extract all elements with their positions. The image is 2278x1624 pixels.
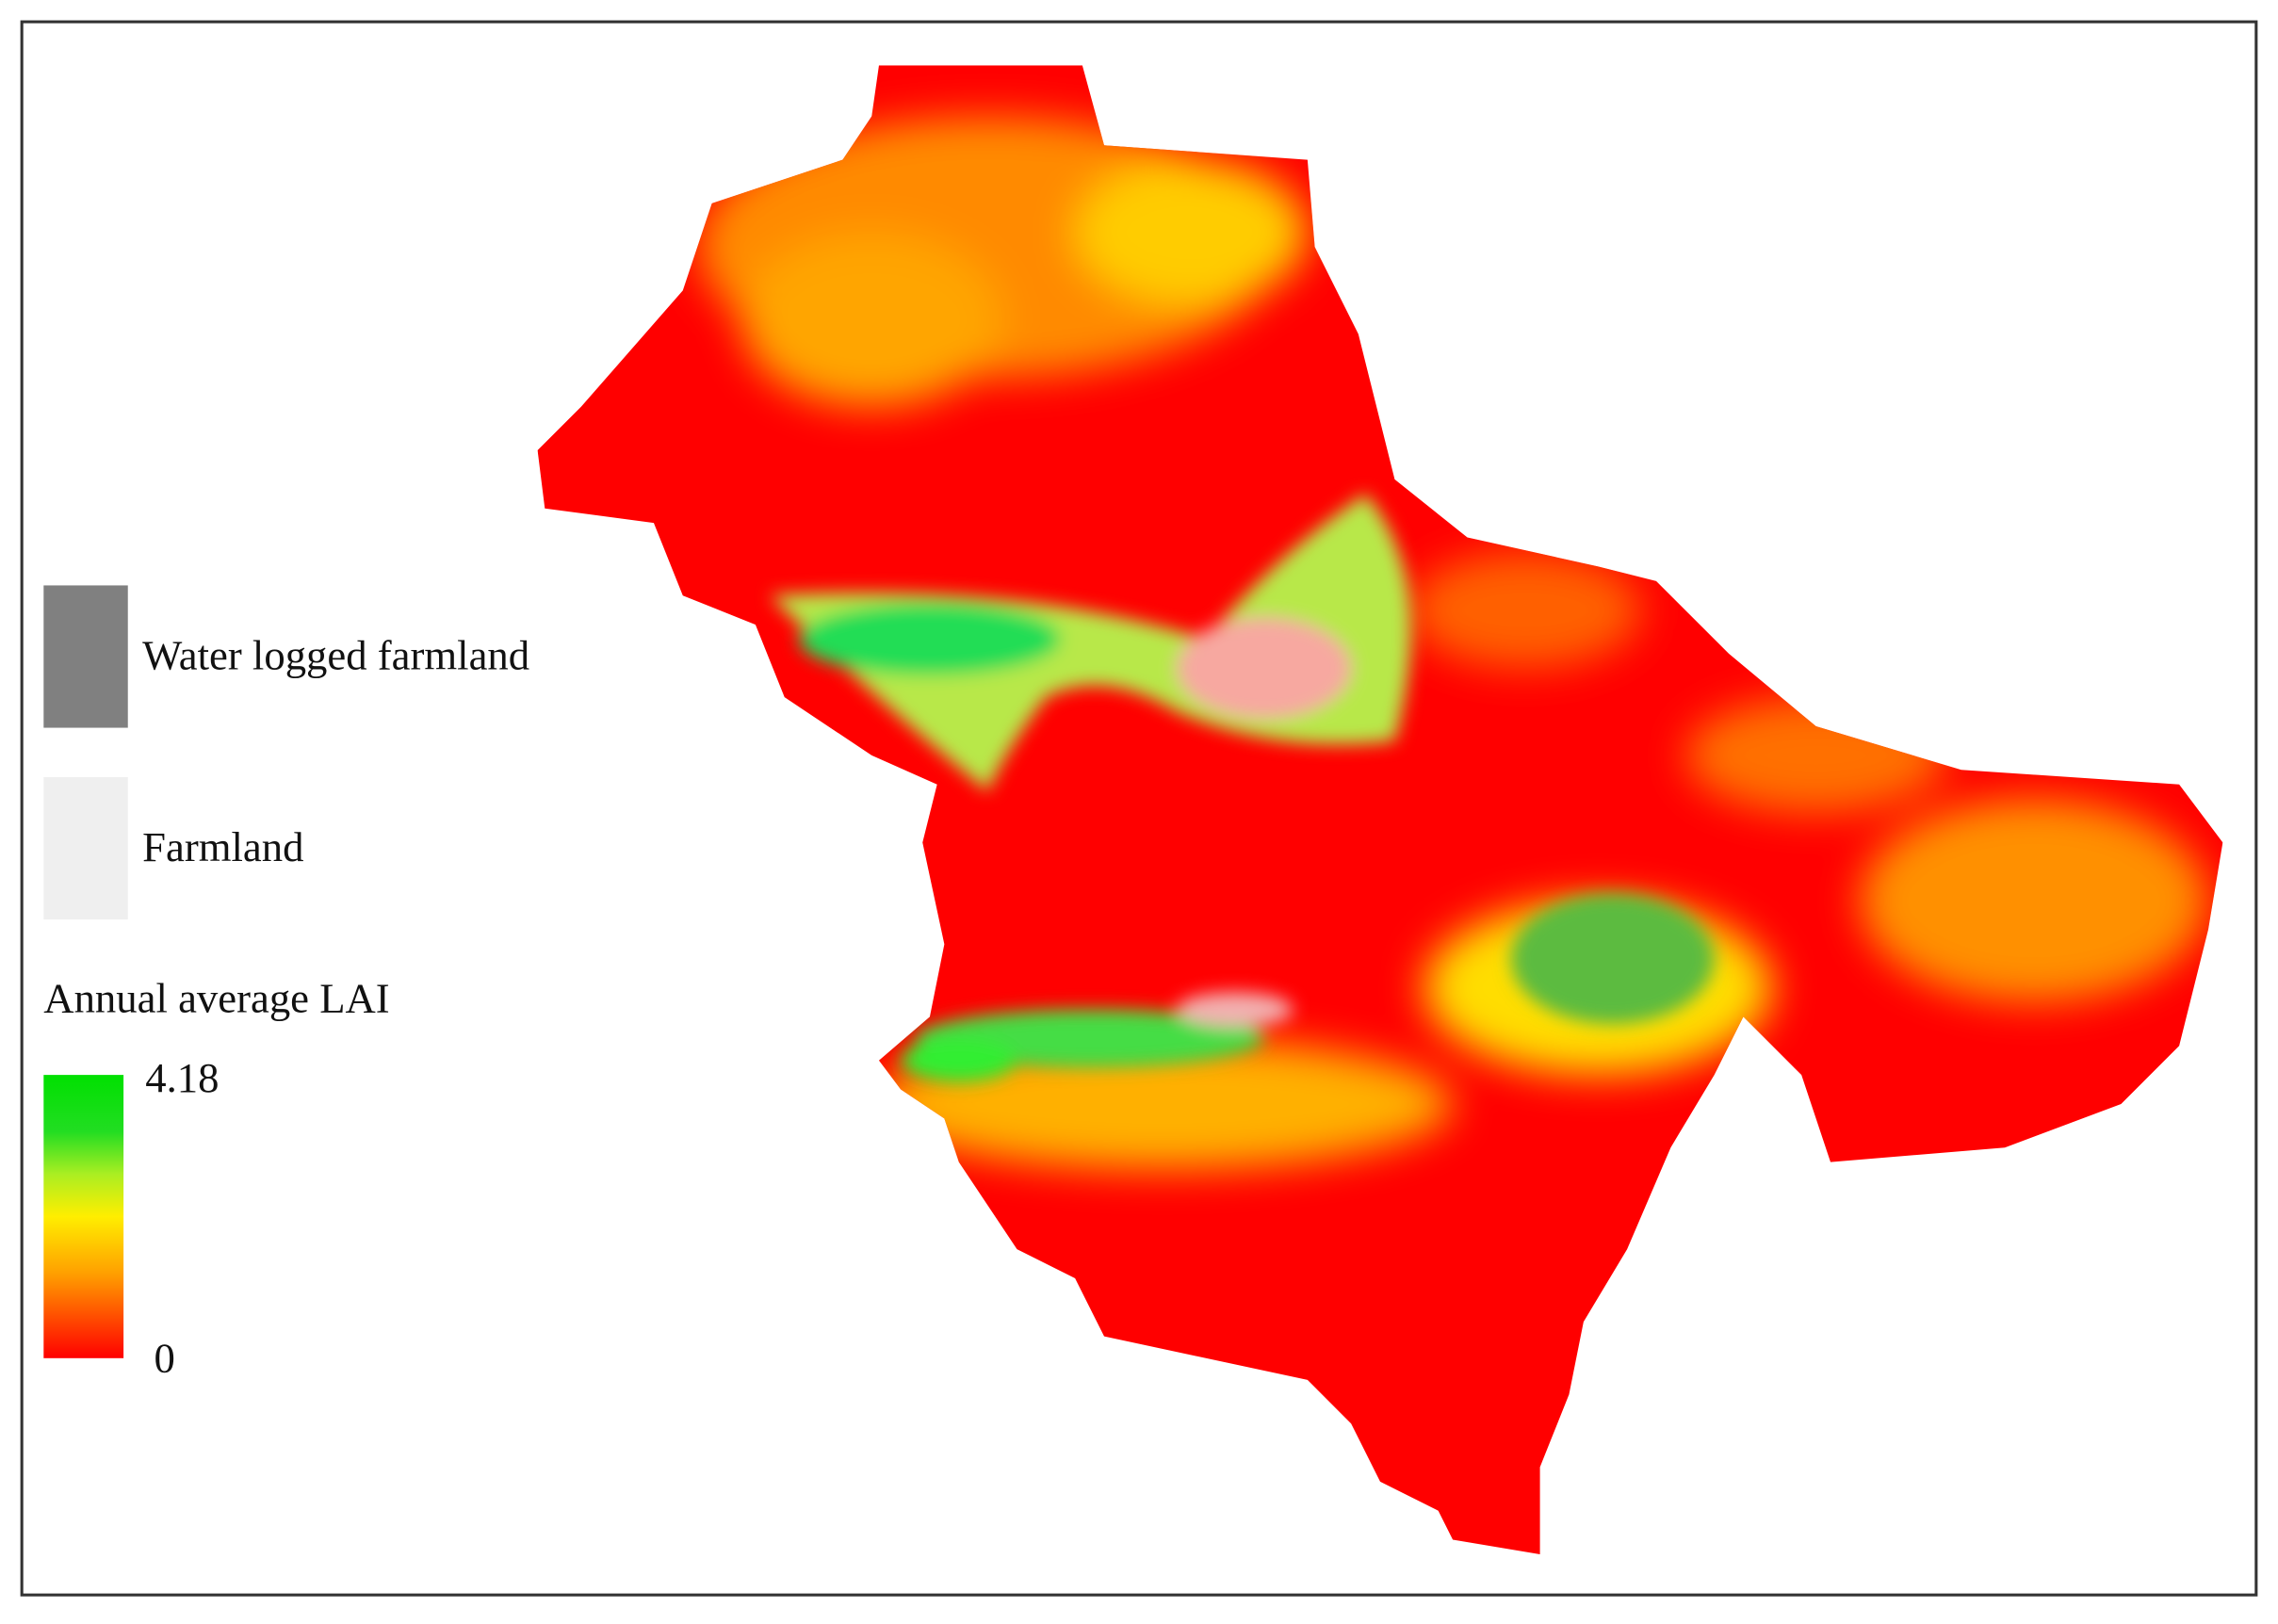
legend-label: Farmland — [142, 823, 303, 870]
legend-swatch — [43, 585, 128, 728]
legend-label: Water logged farmland — [142, 631, 529, 678]
colorbar-title: Annual average LAI — [43, 974, 389, 1021]
colorbar-max-label: 4.18 — [145, 1054, 219, 1101]
legend: Water logged farmland Farmland — [43, 585, 529, 920]
frame — [20, 20, 2258, 1597]
colorbar — [43, 1075, 124, 1358]
colorbar-min-label: 0 — [154, 1335, 174, 1382]
legend-swatch — [43, 776, 128, 920]
lai-raster — [537, 65, 2223, 1554]
